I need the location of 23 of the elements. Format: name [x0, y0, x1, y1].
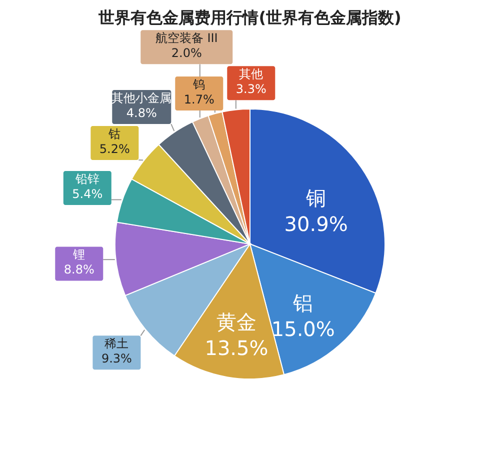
slice-label: 其他小金属 — [112, 91, 172, 106]
data-label: 9.3% — [101, 352, 132, 366]
data-label: 2.0% — [171, 46, 202, 60]
slice-label: 黄金 — [216, 310, 256, 334]
slice-label: 稀土 — [104, 336, 129, 351]
data-label: 8.8% — [64, 262, 94, 277]
slice-label: 锂 — [72, 248, 86, 262]
data-label: 1.7% — [184, 92, 214, 106]
data-label: 5.2% — [99, 142, 130, 156]
chart-title: 世界有色金属费用行情(世界有色金属指数) — [98, 8, 402, 28]
data-label: 5.4% — [72, 186, 103, 201]
slice-label: 钴 — [108, 127, 121, 142]
slice-label: 钨 — [192, 77, 206, 92]
data-label: 3.3% — [236, 82, 266, 96]
data-label: 13.5% — [204, 336, 268, 360]
slice-label: 铝 — [292, 290, 314, 315]
slice-label: 铅锌 — [74, 172, 100, 186]
slice-label: 其他 — [239, 67, 264, 82]
slice-label: 航空装备 III — [155, 31, 218, 46]
data-label: 15.0% — [271, 316, 335, 341]
data-label: 30.9% — [284, 212, 348, 236]
data-label: 4.8% — [126, 106, 157, 120]
slice-label: 铜 — [305, 186, 326, 210]
